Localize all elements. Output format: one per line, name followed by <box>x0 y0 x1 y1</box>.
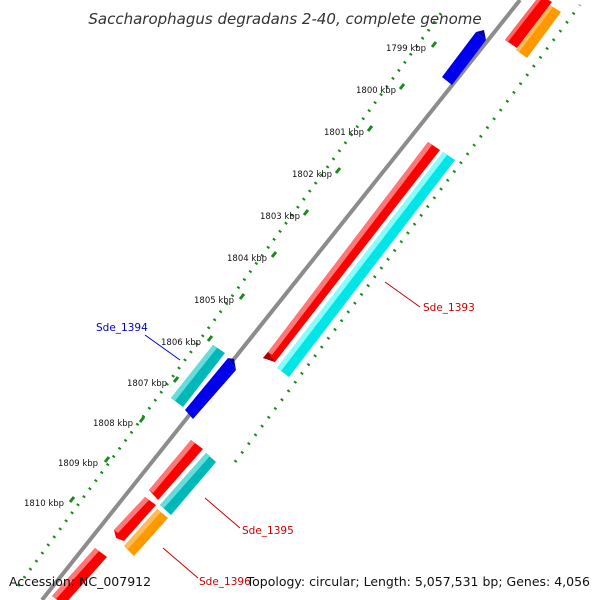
sde-1396-leader <box>162 547 199 579</box>
inner-tick-line <box>233 4 582 463</box>
tick-label-1803: 1803 kbp <box>260 212 300 222</box>
tick-label-1800: 1800 kbp <box>356 86 396 96</box>
major-tick-4 <box>334 167 342 174</box>
label-sde-1395[interactable]: Sde_1395 <box>242 525 294 537</box>
label-sde-1396[interactable]: Sde_1396 <box>199 576 251 588</box>
major-tick-3 <box>366 125 374 132</box>
major-tick-6 <box>270 251 278 258</box>
tick-label-1805: 1805 kbp <box>194 296 234 306</box>
feature-rrna-top <box>516 5 561 58</box>
label-sde-1394[interactable]: Sde_1394 <box>96 322 148 334</box>
sde-1395-leader <box>204 497 241 529</box>
feature-sde-1395-cyan <box>160 453 216 515</box>
label-sde-1393[interactable]: Sde_1393 <box>423 302 475 314</box>
tick-label-1807: 1807 kbp <box>127 379 167 389</box>
sde-1394-leader <box>144 334 181 361</box>
tick-label-1806: 1806 kbp <box>161 338 201 348</box>
feature-cds-top <box>505 0 552 48</box>
feature-sde-1394-blue <box>185 358 236 419</box>
feature-sde-1393-cyan <box>277 152 455 377</box>
feature-sde-1393-red <box>263 142 440 362</box>
major-ticks <box>68 41 438 503</box>
feature-sde-1395-red-a <box>149 440 203 500</box>
feature-sde-1394-cyan <box>171 345 225 407</box>
major-tick-5 <box>302 209 310 216</box>
major-tick-7 <box>238 293 246 300</box>
major-tick-11 <box>103 456 111 463</box>
tick-label-1802: 1802 kbp <box>292 170 332 180</box>
major-tick-8 <box>206 335 214 342</box>
tick-label-1801: 1801 kbp <box>324 128 364 138</box>
topology-summary: Topology: circular; Length: 5,057,531 bp… <box>246 574 590 589</box>
major-tick-1 <box>430 41 438 48</box>
tick-label-1809: 1809 kbp <box>58 459 98 469</box>
tick-label-1799: 1799 kbp <box>386 44 426 54</box>
major-tick-10 <box>138 416 146 423</box>
tick-label-1810: 1810 kbp <box>24 499 64 509</box>
accession-text: Accession: NC_007912 <box>9 574 151 589</box>
tick-label-1808: 1808 kbp <box>93 419 133 429</box>
sde-1393-leader <box>384 281 421 308</box>
genome-backbone <box>40 0 522 600</box>
map-title: Saccharophagus degradans 2-40, complete … <box>88 10 481 28</box>
feature-cds-bottom <box>52 548 107 600</box>
major-tick-12 <box>68 496 76 503</box>
tick-label-1804: 1804 kbp <box>227 254 267 264</box>
feature-sde-1396-orange <box>124 509 168 556</box>
feature-sde-1395-red-b <box>114 497 156 541</box>
major-tick-9 <box>172 376 180 383</box>
feature-gene-blue-top <box>442 30 486 85</box>
major-tick-2 <box>398 83 406 90</box>
